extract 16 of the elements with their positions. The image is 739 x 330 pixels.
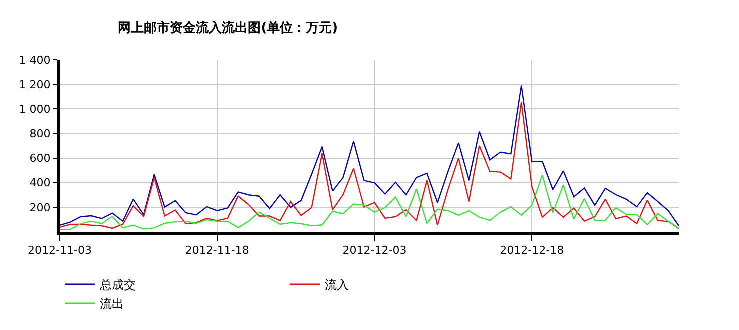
- y-tick-label: 600: [30, 152, 51, 166]
- x-tick-label: 2012-11-18: [185, 244, 250, 258]
- y-tick-label: 1 000: [19, 102, 51, 116]
- legend-label: 流出: [100, 297, 124, 312]
- y-tick-label: 1 400: [19, 54, 51, 67]
- line-series: [60, 174, 679, 230]
- x-tick-label: 2012-12-03: [342, 244, 407, 258]
- legend-label: 流入: [325, 278, 349, 292]
- y-tick-label: 400: [30, 176, 51, 190]
- legend-label: 总成交: [99, 278, 136, 292]
- x-tick-label: 2012-11-03: [28, 244, 92, 258]
- x-tick-label: 2012-12-18: [500, 244, 564, 258]
- y-tick-label: 1 200: [19, 78, 51, 92]
- chart-title: 网上邮市资金流入流出图(单位：万元): [118, 20, 338, 36]
- y-tick-label: 200: [30, 201, 51, 214]
- y-tick-label: 800: [30, 128, 51, 141]
